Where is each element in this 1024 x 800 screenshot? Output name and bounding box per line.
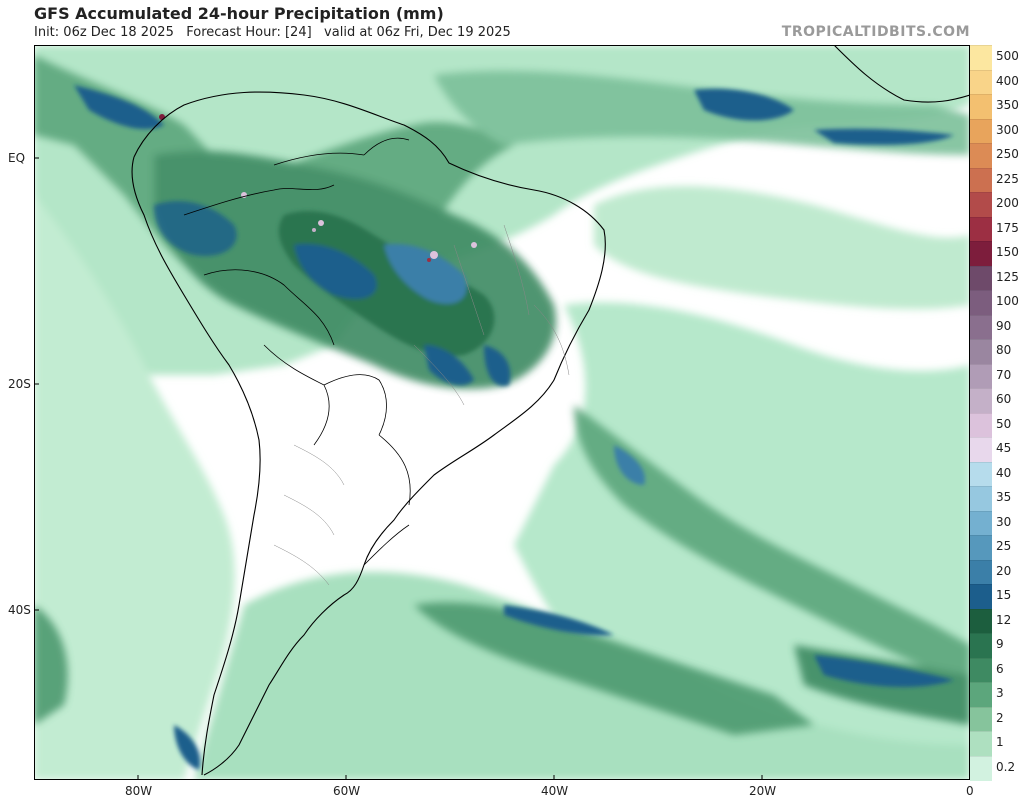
colorbar-label: 15 [996, 588, 1012, 603]
colorbar-swatch [970, 314, 992, 340]
country-borders [183, 137, 411, 566]
colorbar-swatch [970, 339, 992, 365]
colorbar-swatch [970, 265, 992, 291]
state-borders [273, 224, 570, 586]
colorbar-swatch [970, 584, 992, 610]
colorbar-label: 175 [996, 220, 1019, 235]
precipitation-map [34, 45, 970, 780]
colorbar-label: 200 [996, 196, 1019, 211]
colorbar-label: 35 [996, 490, 1012, 505]
colorbar-swatch [970, 94, 992, 120]
colorbar-label: 45 [996, 441, 1012, 456]
colorbar-swatch [970, 363, 992, 389]
precip-colorbar: 500 400 350 300 250 225 200 175 150 125 100 90 80 70 6… [970, 45, 1024, 781]
colorbar-swatch [970, 755, 992, 781]
colorbar-label: 3 [996, 686, 1004, 701]
map-frame [34, 45, 970, 780]
colorbar-swatch [970, 706, 992, 732]
colorbar-swatch [970, 167, 992, 193]
colorbar-label: 400 [996, 73, 1019, 88]
coastlines [131, 45, 970, 776]
colorbar-label: 30 [996, 514, 1012, 529]
colorbar-swatch [970, 535, 992, 561]
colorbar-label: 125 [996, 269, 1019, 284]
colorbar-label: 350 [996, 98, 1019, 113]
lat-label-eq: EQ [8, 151, 26, 165]
colorbar-label: 2 [996, 710, 1004, 725]
colorbar-swatch [970, 192, 992, 218]
colorbar-swatch [970, 216, 992, 242]
colorbar-label: 25 [996, 539, 1012, 554]
colorbar-label: 70 [996, 367, 1012, 382]
colorbar-label: 250 [996, 147, 1019, 162]
colorbar-label: 60 [996, 392, 1012, 407]
colorbar-swatch [970, 559, 992, 585]
colorbar-swatch [970, 241, 992, 267]
precip-field-heavy [74, 85, 954, 770]
colorbar-label: 40 [996, 465, 1012, 480]
colorbar-label: 300 [996, 122, 1019, 137]
lon-label-60w: 60W [333, 784, 361, 798]
colorbar-label: 1 [996, 735, 1004, 750]
lon-label-40w: 40W [541, 784, 569, 798]
colorbar-swatch [970, 682, 992, 708]
colorbar-swatch [970, 290, 992, 316]
colorbar-label: 80 [996, 343, 1012, 358]
map-title: GFS Accumulated 24-hour Precipitation (m… [34, 4, 444, 23]
colorbar-label: 6 [996, 661, 1004, 676]
colorbar-label: 0.2 [996, 759, 1016, 774]
colorbar-label: 50 [996, 416, 1012, 431]
colorbar-swatch [970, 510, 992, 536]
colorbar-swatch [970, 45, 992, 71]
colorbar-label: 100 [996, 294, 1019, 309]
precip-field-extreme [159, 114, 477, 262]
colorbar-swatch [970, 731, 992, 757]
lon-label-80w: 80W [125, 784, 153, 798]
colorbar-label: 500 [996, 49, 1019, 64]
colorbar-label: 12 [996, 612, 1012, 627]
colorbar-swatch [970, 633, 992, 659]
lon-label-0: 0 [966, 784, 974, 798]
colorbar-swatch [970, 657, 992, 683]
colorbar-swatch [970, 388, 992, 414]
colorbar-swatch [970, 461, 992, 487]
colorbar-swatch [970, 69, 992, 95]
colorbar-label: 150 [996, 245, 1019, 260]
colorbar-label: 90 [996, 318, 1012, 333]
colorbar-swatch [970, 118, 992, 144]
lat-label-20s: 20S [8, 377, 31, 391]
lon-label-20w: 20W [749, 784, 777, 798]
colorbar-swatch [970, 437, 992, 463]
lat-label-40s: 40S [8, 603, 31, 617]
colorbar-swatch [970, 143, 992, 169]
colorbar-label: 9 [996, 637, 1004, 652]
colorbar-label: 20 [996, 563, 1012, 578]
map-subtitle: Init: 06z Dec 18 2025 Forecast Hour: [24… [34, 25, 511, 40]
colorbar-swatch [970, 608, 992, 634]
brand-watermark: TROPICALTIDBITS.COM [781, 24, 970, 40]
colorbar-swatch [970, 412, 992, 438]
colorbar-label: 225 [996, 171, 1019, 186]
colorbar-swatch [970, 486, 992, 512]
